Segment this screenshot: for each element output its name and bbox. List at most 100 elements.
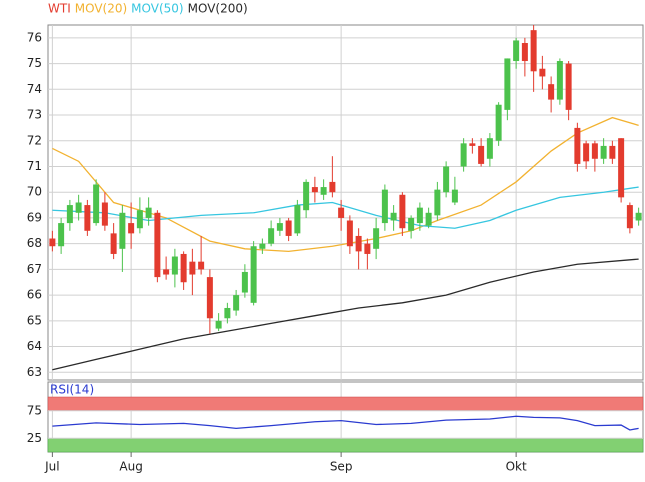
- candle-body: [355, 235, 362, 252]
- candle-body: [241, 271, 248, 293]
- candle-body: [206, 277, 213, 319]
- candle-body: [486, 138, 493, 159]
- candle-body: [58, 223, 65, 247]
- candle-body: [478, 145, 485, 164]
- y-tick-label: 65: [27, 313, 42, 327]
- candle-body: [320, 187, 327, 195]
- y-tick-label: 70: [27, 185, 42, 199]
- y-tick-label: 72: [27, 133, 42, 147]
- candle-body: [233, 295, 240, 311]
- candle-body: [408, 217, 415, 231]
- candle-body: [329, 181, 336, 193]
- candle-body: [154, 212, 161, 278]
- y-tick-label: 64: [27, 339, 42, 353]
- candle-body: [556, 61, 563, 100]
- candle-body: [136, 210, 143, 229]
- y-tick-label: 68: [27, 236, 42, 250]
- candle-body: [434, 189, 441, 216]
- candle-body: [469, 143, 476, 146]
- legend-entry: WTI: [48, 2, 71, 16]
- candle-body: [346, 220, 353, 247]
- y-tick-label: 75: [27, 56, 42, 70]
- candle-body: [574, 127, 581, 164]
- y-tick-label: 76: [27, 30, 42, 44]
- y-tick-label: 71: [27, 159, 42, 173]
- candle-body: [268, 228, 275, 244]
- candle-body: [250, 246, 257, 303]
- candle-body: [583, 143, 590, 162]
- candle-body: [338, 207, 345, 218]
- candle-body: [189, 261, 196, 275]
- overbought-band: [47, 396, 644, 411]
- candle-body: [311, 187, 318, 193]
- y-tick-label: 74: [27, 82, 42, 96]
- candle-body: [259, 243, 266, 249]
- x-tick-label: Okt: [506, 460, 527, 474]
- candle-body: [565, 63, 572, 110]
- y-tick-label: 63: [27, 365, 42, 379]
- candle-body: [399, 194, 406, 229]
- candle-body: [171, 256, 178, 275]
- candle-body: [635, 212, 642, 221]
- candle-body: [110, 233, 117, 254]
- candle-body: [513, 40, 520, 62]
- x-tick-label: Aug: [119, 460, 142, 474]
- candle-body: [101, 202, 108, 226]
- candle-body: [425, 212, 432, 226]
- legend-entry: MOV(20): [75, 2, 127, 16]
- candle-body: [215, 320, 222, 329]
- candle-body: [364, 243, 371, 254]
- main-plot-frame: [47, 24, 644, 381]
- oversold-band: [47, 438, 644, 453]
- candle-body: [443, 166, 450, 193]
- candle-body: [303, 181, 310, 211]
- y-tick-label: 67: [27, 262, 42, 276]
- rsi-line: [52, 415, 639, 431]
- x-tick-label: Sep: [330, 460, 353, 474]
- candle-body: [530, 30, 537, 72]
- candle-body: [145, 207, 152, 218]
- legend-entry: MOV(50): [131, 2, 183, 16]
- rsi-label: RSI(14): [50, 383, 94, 397]
- candle-body: [451, 189, 458, 203]
- candle-body: [75, 202, 82, 213]
- candle-body: [93, 184, 100, 224]
- candle-body: [390, 212, 397, 221]
- candle-body: [163, 269, 170, 275]
- candle-body: [609, 145, 616, 159]
- candle-body: [294, 205, 301, 234]
- candle-body: [285, 220, 292, 236]
- candle-body: [416, 207, 423, 224]
- candle-body: [276, 223, 283, 231]
- y-tick-label: 69: [27, 210, 42, 224]
- candle-body: [180, 253, 187, 283]
- candle-body: [618, 138, 625, 198]
- candle-body: [128, 223, 135, 234]
- candle-body: [548, 84, 555, 100]
- candle-body: [539, 68, 546, 77]
- candle-body: [66, 205, 73, 224]
- candle-body: [626, 205, 633, 229]
- candle-body: [224, 307, 231, 319]
- candle-body: [460, 143, 467, 167]
- candle-body: [495, 104, 502, 141]
- y-tick-label: 73: [27, 108, 42, 122]
- y-tick-label: 75: [27, 403, 42, 417]
- candle-body: [600, 145, 607, 159]
- candle-body: [198, 261, 205, 270]
- candle-body: [591, 143, 598, 159]
- candle-body: [373, 228, 380, 249]
- legend-entry: MOV(200): [188, 2, 248, 16]
- candle-body: [504, 58, 511, 110]
- y-tick-label: 25: [27, 431, 42, 445]
- candle-body: [521, 43, 528, 62]
- candle-body: [84, 205, 91, 231]
- moving-average-line: [52, 186, 639, 229]
- candle-body: [381, 189, 388, 224]
- candle-body: [119, 212, 126, 249]
- x-tick-label: Jul: [44, 460, 59, 474]
- moving-average-line: [52, 258, 639, 371]
- y-tick-label: 66: [27, 288, 42, 302]
- candle-body: [49, 238, 56, 247]
